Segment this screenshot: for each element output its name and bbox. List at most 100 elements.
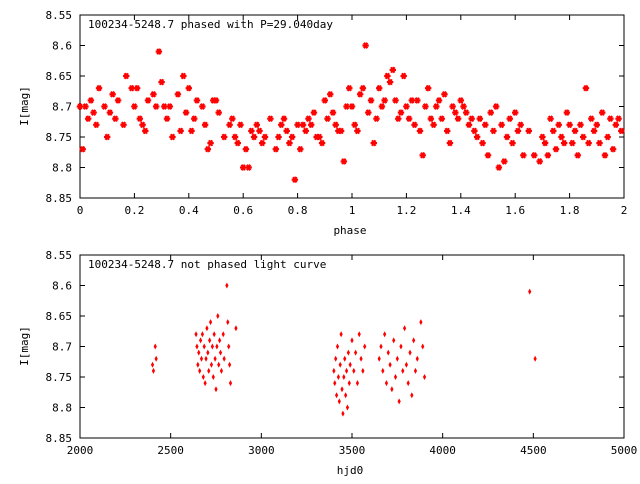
data-point xyxy=(339,331,343,338)
data-point xyxy=(250,133,258,141)
data-point xyxy=(487,109,494,116)
data-point xyxy=(509,139,516,147)
data-point xyxy=(218,349,223,356)
data-point xyxy=(90,109,97,116)
data-point xyxy=(120,121,127,129)
x-tick-label: 0.6 xyxy=(233,204,253,217)
data-point xyxy=(316,133,323,141)
data-point xyxy=(390,386,394,393)
data-point xyxy=(397,398,401,405)
x-tick-label: 0.8 xyxy=(288,204,308,217)
data-point xyxy=(560,139,568,147)
data-point xyxy=(465,121,473,129)
data-point xyxy=(444,127,451,135)
x-tick-label: 0.2 xyxy=(124,204,144,217)
y-tick-label: 8.8 xyxy=(52,162,72,175)
data-point xyxy=(384,380,389,387)
chart-title: 100234-5248.7 phased with P=29.040day xyxy=(88,18,333,31)
data-point xyxy=(599,109,606,116)
data-point xyxy=(211,374,215,380)
data-point xyxy=(400,72,407,80)
data-point xyxy=(607,115,614,123)
data-point xyxy=(234,325,238,332)
data-point xyxy=(482,121,489,129)
data-point xyxy=(324,115,331,123)
data-point xyxy=(194,331,198,338)
data-point xyxy=(163,115,171,123)
data-point xyxy=(305,115,312,123)
data-point xyxy=(533,355,537,362)
data-point xyxy=(520,151,527,159)
data-point xyxy=(114,97,122,104)
data-point xyxy=(343,103,350,110)
data-point xyxy=(283,127,290,135)
data-points xyxy=(150,282,537,417)
plot-frame xyxy=(79,254,625,439)
data-point xyxy=(539,133,546,141)
data-point xyxy=(381,97,388,104)
data-point xyxy=(552,145,560,153)
data-point xyxy=(161,103,168,110)
data-point xyxy=(438,115,445,123)
y-tick-label: 8.7 xyxy=(52,101,72,114)
data-point xyxy=(203,380,207,387)
data-point xyxy=(392,337,396,344)
data-point xyxy=(460,103,467,110)
data-point xyxy=(217,361,221,368)
data-point xyxy=(327,90,334,98)
data-point xyxy=(370,139,377,147)
data-point xyxy=(498,121,505,129)
data-point xyxy=(421,343,425,350)
data-point xyxy=(335,343,340,350)
data-point xyxy=(196,361,200,368)
data-point xyxy=(424,84,432,92)
data-point xyxy=(356,90,364,98)
data-point xyxy=(550,127,557,135)
data-point xyxy=(501,158,508,165)
data-point xyxy=(582,84,590,92)
y-tick-label: 8.85 xyxy=(46,432,73,445)
data-point xyxy=(278,121,285,129)
data-point xyxy=(566,121,573,129)
data-point xyxy=(340,158,348,165)
data-point xyxy=(212,97,220,104)
data-point xyxy=(492,103,500,110)
data-point xyxy=(479,139,486,147)
data-point xyxy=(227,343,231,350)
data-point xyxy=(405,115,413,123)
x-tick-label: 4000 xyxy=(429,444,456,457)
data-point xyxy=(193,97,201,104)
data-point xyxy=(336,374,340,380)
x-tick-label: 1 xyxy=(349,204,356,217)
data-point xyxy=(397,109,405,116)
data-point xyxy=(585,139,592,147)
x-tick-label: 3000 xyxy=(248,444,275,457)
data-point xyxy=(332,367,336,374)
data-point xyxy=(302,127,309,135)
data-point xyxy=(490,127,497,135)
y-axis-label: I[mag] xyxy=(18,326,31,366)
data-point xyxy=(531,151,538,159)
data-point xyxy=(338,361,342,368)
data-point xyxy=(377,355,381,362)
data-point xyxy=(378,103,386,110)
data-point xyxy=(166,103,173,110)
data-point xyxy=(389,66,396,74)
data-point xyxy=(525,127,532,135)
data-point xyxy=(604,133,611,141)
data-point xyxy=(321,97,328,104)
y-tick-label: 8.55 xyxy=(46,9,73,22)
data-point xyxy=(593,121,600,129)
data-point xyxy=(76,103,84,110)
data-point xyxy=(411,121,418,129)
data-point xyxy=(177,127,184,135)
data-point xyxy=(151,367,156,374)
chart-title: 100234-5248.7 not phased light curve xyxy=(88,258,326,271)
data-point xyxy=(341,410,345,417)
data-point xyxy=(185,84,193,92)
data-point xyxy=(208,337,212,344)
y-tick-label: 8.7 xyxy=(52,341,72,354)
data-point xyxy=(569,139,576,147)
data-point xyxy=(362,42,369,49)
data-point xyxy=(410,392,414,399)
